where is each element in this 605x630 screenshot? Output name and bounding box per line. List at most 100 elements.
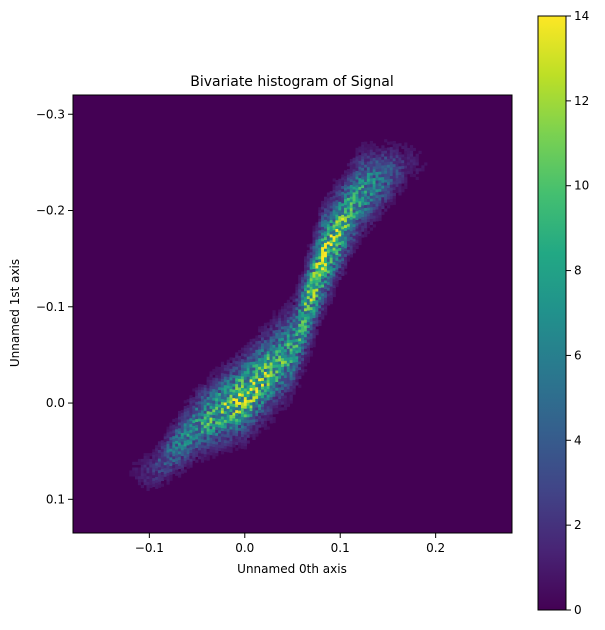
heatmap-cell	[212, 441, 216, 445]
heatmap-cell	[329, 246, 333, 250]
heatmap-cell	[200, 404, 205, 408]
heatmap-cell	[232, 383, 236, 387]
heatmap-cell	[375, 148, 379, 153]
heatmap-cell	[215, 427, 219, 431]
heatmap-cell	[375, 189, 379, 193]
heatmap-cell	[160, 448, 164, 453]
heatmap-cell	[169, 474, 173, 478]
heatmap-cell	[306, 284, 310, 288]
heatmap-cell	[178, 460, 182, 464]
heatmap-cell	[344, 262, 348, 266]
heatmap-cell	[226, 437, 230, 441]
heatmap-cell	[387, 182, 391, 186]
heatmap-cell	[289, 316, 293, 320]
heatmap-cell	[186, 459, 190, 463]
heatmap-cell	[324, 263, 328, 267]
heatmap-cell	[263, 423, 268, 427]
heatmap-cell	[269, 408, 273, 412]
heatmap-cell	[372, 209, 376, 214]
heatmap-cell	[226, 446, 230, 450]
heatmap-cell	[341, 258, 345, 262]
heatmap-cell	[180, 418, 184, 422]
colorbar-tick-label: 12	[574, 94, 589, 108]
heatmap-cell	[189, 455, 193, 460]
heatmap-cell	[137, 479, 142, 483]
heatmap-cell	[263, 331, 268, 335]
heatmap-cell	[281, 352, 285, 356]
heatmap-cell	[352, 183, 356, 187]
heatmap-cell	[344, 248, 348, 252]
heatmap-cell	[243, 417, 247, 421]
heatmap-cell	[152, 463, 156, 467]
heatmap-cell	[389, 199, 393, 203]
heatmap-cell	[366, 199, 371, 203]
heatmap-cell	[341, 255, 345, 259]
heatmap-cell	[384, 191, 388, 195]
heatmap-cell	[209, 414, 213, 418]
heatmap-cell	[266, 400, 270, 404]
heatmap-cell	[232, 432, 236, 436]
heatmap-cell	[169, 454, 173, 458]
heatmap-cell	[401, 163, 405, 167]
heatmap-cell	[180, 433, 184, 437]
heatmap-cell	[189, 435, 193, 439]
heatmap-cell	[180, 447, 184, 451]
heatmap-cell	[163, 471, 167, 475]
heatmap-cell	[401, 166, 405, 170]
heatmap-cell	[266, 365, 270, 369]
heatmap-cell	[298, 352, 302, 356]
heatmap-cell	[286, 305, 290, 309]
heatmap-cell	[215, 372, 219, 376]
heatmap-cell	[335, 249, 339, 253]
heatmap-cell	[375, 218, 379, 222]
heatmap-cell	[289, 305, 293, 309]
heatmap-cell	[152, 469, 156, 473]
heatmap-cell	[321, 255, 325, 259]
heatmap-cell	[166, 444, 170, 448]
heatmap-cell	[338, 193, 342, 197]
heatmap-cell	[192, 440, 196, 444]
heatmap-cell	[243, 394, 247, 398]
heatmap-cell	[401, 168, 405, 173]
heatmap-cell	[341, 226, 345, 230]
heatmap-cell	[304, 325, 308, 329]
heatmap-cell	[238, 396, 242, 400]
heatmap-cell	[338, 196, 342, 200]
heatmap-cell	[332, 213, 336, 217]
heatmap-cell	[344, 187, 348, 191]
heatmap-cell	[249, 382, 253, 386]
heatmap-cell	[278, 378, 282, 382]
heatmap-cell	[309, 307, 313, 311]
heatmap-cell	[175, 435, 179, 439]
heatmap-cell	[352, 195, 356, 199]
heatmap-cell	[178, 425, 182, 429]
heatmap-cell	[232, 409, 236, 413]
heatmap-cell	[349, 245, 353, 249]
heatmap-cell	[318, 293, 322, 298]
heatmap-cell	[258, 404, 262, 408]
heatmap-cell	[364, 184, 368, 189]
heatmap-cell	[215, 418, 219, 422]
heatmap-cell	[152, 460, 156, 464]
heatmap-cell	[352, 221, 356, 225]
heatmap-cell	[266, 391, 270, 395]
heatmap-cell	[143, 473, 147, 477]
heatmap-cell	[223, 445, 227, 450]
heatmap-cell	[321, 221, 325, 225]
heatmap-cell	[169, 471, 173, 475]
heatmap-cell	[249, 411, 253, 415]
heatmap-cell	[206, 414, 210, 418]
heatmap-cell	[355, 211, 359, 215]
heatmap-cell	[289, 339, 293, 344]
heatmap-cell	[218, 378, 222, 382]
heatmap-cell	[321, 278, 325, 283]
heatmap-cell	[255, 378, 259, 382]
heatmap-cell	[395, 178, 399, 182]
heatmap-cell	[301, 323, 305, 327]
heatmap-cell	[332, 233, 336, 237]
heatmap-cell	[329, 301, 333, 305]
heatmap-cell	[166, 470, 170, 474]
heatmap-cell	[355, 147, 359, 151]
heatmap-cell	[283, 329, 288, 333]
heatmap-cell	[229, 377, 233, 381]
